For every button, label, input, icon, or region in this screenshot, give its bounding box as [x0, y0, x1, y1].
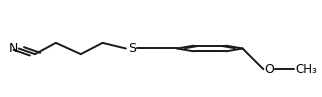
Text: N: N: [8, 42, 18, 55]
Text: O: O: [264, 63, 274, 76]
Text: S: S: [128, 42, 136, 55]
Text: CH₃: CH₃: [296, 63, 317, 76]
